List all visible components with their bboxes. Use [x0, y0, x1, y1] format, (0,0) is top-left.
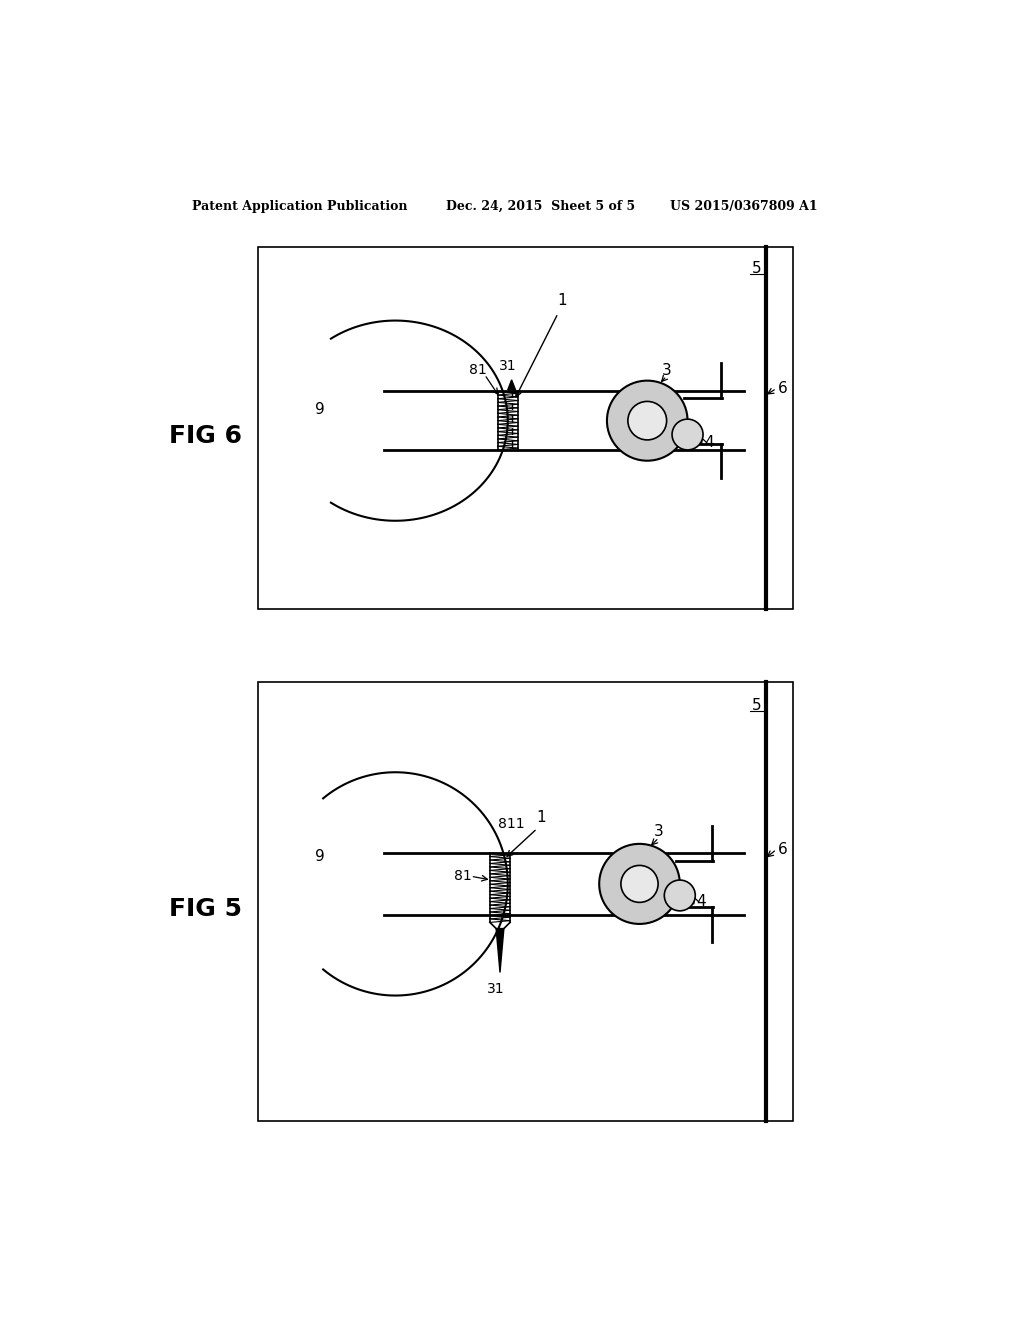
Text: Patent Application Publication: Patent Application Publication — [191, 199, 408, 213]
Text: 1: 1 — [557, 293, 567, 309]
Circle shape — [672, 420, 703, 450]
Text: 811: 811 — [499, 817, 525, 830]
Text: 9: 9 — [315, 850, 325, 865]
Text: 9: 9 — [315, 401, 325, 417]
Text: 81: 81 — [469, 363, 487, 376]
Text: FIG 6: FIG 6 — [169, 424, 242, 447]
Text: 4: 4 — [705, 434, 714, 450]
Circle shape — [665, 880, 695, 911]
Text: 4: 4 — [696, 894, 707, 909]
Polygon shape — [496, 928, 504, 973]
Circle shape — [621, 866, 658, 903]
Text: 31: 31 — [499, 359, 516, 374]
Text: US 2015/0367809 A1: US 2015/0367809 A1 — [671, 199, 818, 213]
Text: 81: 81 — [454, 869, 472, 883]
Text: 31: 31 — [487, 982, 505, 997]
Circle shape — [599, 843, 680, 924]
Circle shape — [628, 401, 667, 440]
Text: 5: 5 — [752, 261, 761, 276]
Text: 1: 1 — [537, 810, 546, 825]
Text: FIG 5: FIG 5 — [169, 898, 242, 921]
Circle shape — [607, 380, 687, 461]
Text: 6: 6 — [777, 842, 787, 857]
Text: 5: 5 — [752, 697, 761, 713]
Polygon shape — [508, 380, 515, 389]
Text: 6: 6 — [777, 381, 787, 396]
Bar — [258, 682, 793, 1121]
Bar — [258, 247, 793, 609]
Text: Dec. 24, 2015  Sheet 5 of 5: Dec. 24, 2015 Sheet 5 of 5 — [445, 199, 635, 213]
Text: 3: 3 — [654, 824, 664, 840]
Text: 3: 3 — [662, 363, 672, 378]
